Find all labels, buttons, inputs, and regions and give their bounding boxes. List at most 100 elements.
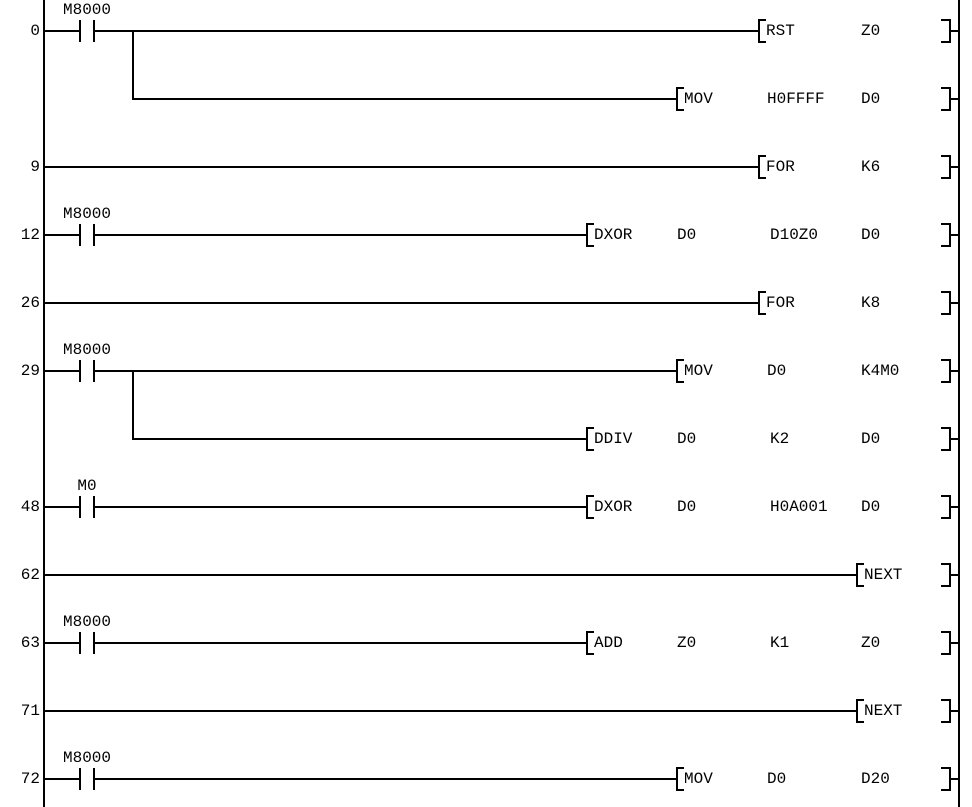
rung-number: 12 xyxy=(20,226,40,244)
instruction-operand[interactable]: H0FFFF xyxy=(767,90,825,108)
contact-group[interactable] xyxy=(79,224,81,246)
instruction-operand[interactable]: D0 xyxy=(677,498,697,516)
instruction-close-bracket xyxy=(949,291,951,315)
instruction-close-bracket xyxy=(949,699,951,723)
right-power-rail xyxy=(958,0,960,807)
instruction-operand[interactable]: Z0 xyxy=(677,634,697,652)
rung-number: 63 xyxy=(20,634,40,652)
instruction-operand[interactable]: K1 xyxy=(770,634,790,652)
instruction-rail-connector xyxy=(951,370,958,372)
instruction-name[interactable]: FOR xyxy=(766,158,795,176)
instruction-close-bracket-bottom-tip xyxy=(941,245,949,247)
instruction-open-bracket-top-tip xyxy=(586,427,594,429)
instruction-name[interactable]: DDIV xyxy=(594,430,633,448)
instruction-open-bracket-top-tip xyxy=(676,767,684,769)
instruction-close-bracket xyxy=(949,223,951,247)
contact-group[interactable] xyxy=(93,360,95,382)
instruction-name[interactable]: RST xyxy=(766,22,795,40)
rung-wire xyxy=(95,234,586,236)
instruction-operand[interactable]: Z0 xyxy=(861,22,881,40)
instruction-operand[interactable]: D0 xyxy=(861,90,881,108)
rung-wire xyxy=(45,710,856,712)
instruction-close-bracket-bottom-tip xyxy=(941,653,949,655)
contact-device-label: M0 xyxy=(77,477,97,495)
contact-group[interactable] xyxy=(93,768,95,790)
instruction-open-bracket-bottom-tip xyxy=(676,381,684,383)
instruction-open-bracket-bottom-tip xyxy=(586,245,594,247)
instruction-name[interactable]: ADD xyxy=(594,634,623,652)
instruction-open-bracket-top-tip xyxy=(586,495,594,497)
instruction-close-bracket xyxy=(949,767,951,791)
contact-device-label: M8000 xyxy=(62,205,111,223)
instruction-operand[interactable]: K4M0 xyxy=(861,362,900,380)
rung-wire xyxy=(45,574,856,576)
instruction-close-bracket-top-tip xyxy=(941,767,949,769)
contact-group[interactable] xyxy=(79,632,81,654)
instruction-rail-connector xyxy=(951,710,958,712)
instruction-rail-connector xyxy=(951,234,958,236)
instruction-close-bracket-top-tip xyxy=(941,19,949,21)
left-power-rail xyxy=(43,0,45,807)
instruction-close-bracket-bottom-tip xyxy=(941,517,949,519)
instruction-close-bracket-top-tip xyxy=(941,427,949,429)
instruction-open-bracket xyxy=(586,427,588,451)
instruction-operand[interactable]: K2 xyxy=(770,430,790,448)
instruction-operand[interactable]: H0A001 xyxy=(770,498,828,516)
instruction-name[interactable]: MOV xyxy=(684,90,713,108)
contact-group[interactable] xyxy=(79,496,81,518)
instruction-rail-connector xyxy=(951,30,958,32)
instruction-close-bracket-top-tip xyxy=(941,563,949,565)
instruction-open-bracket xyxy=(676,87,678,111)
instruction-name[interactable]: DXOR xyxy=(594,498,633,516)
instruction-open-bracket xyxy=(586,495,588,519)
contact-device-label: M8000 xyxy=(62,1,111,19)
instruction-name[interactable]: NEXT xyxy=(864,702,903,720)
contact-group[interactable] xyxy=(93,20,95,42)
instruction-operand[interactable]: D20 xyxy=(861,770,890,788)
instruction-open-bracket-top-tip xyxy=(856,563,864,565)
instruction-operand[interactable]: D0 xyxy=(677,430,697,448)
contact-group[interactable] xyxy=(93,496,95,518)
instruction-operand[interactable]: D10Z0 xyxy=(770,226,819,244)
instruction-close-bracket-bottom-tip xyxy=(941,313,949,315)
instruction-open-bracket-top-tip xyxy=(758,155,766,157)
contact-group[interactable] xyxy=(93,632,95,654)
instruction-operand[interactable]: D0 xyxy=(861,226,881,244)
contact-group[interactable] xyxy=(93,224,95,246)
instruction-close-bracket-bottom-tip xyxy=(941,41,949,43)
rung-number: 0 xyxy=(30,22,40,40)
instruction-open-bracket-bottom-tip xyxy=(758,177,766,179)
contact-group[interactable] xyxy=(79,360,81,382)
instruction-name[interactable]: FOR xyxy=(766,294,795,312)
instruction-close-bracket-top-tip xyxy=(941,223,949,225)
rung-number: 26 xyxy=(20,294,40,312)
instruction-close-bracket-top-tip xyxy=(941,699,949,701)
instruction-name[interactable]: NEXT xyxy=(864,566,903,584)
rung-wire xyxy=(45,642,79,644)
instruction-name[interactable]: DXOR xyxy=(594,226,633,244)
instruction-operand[interactable]: D0 xyxy=(861,430,881,448)
instruction-operand[interactable]: D0 xyxy=(861,498,881,516)
instruction-close-bracket xyxy=(949,155,951,179)
instruction-operand[interactable]: K8 xyxy=(861,294,881,312)
rung-number: 62 xyxy=(20,566,40,584)
instruction-operand[interactable]: D0 xyxy=(767,770,787,788)
instruction-rail-connector xyxy=(951,506,958,508)
instruction-close-bracket xyxy=(949,563,951,587)
instruction-operand[interactable]: D0 xyxy=(677,226,697,244)
contact-group[interactable] xyxy=(79,768,81,790)
rung-wire xyxy=(45,166,758,168)
instruction-open-bracket-bottom-tip xyxy=(758,41,766,43)
instruction-open-bracket xyxy=(586,223,588,247)
instruction-close-bracket xyxy=(949,631,951,655)
instruction-operand[interactable]: K6 xyxy=(861,158,881,176)
rung-wire xyxy=(45,370,79,372)
instruction-close-bracket-bottom-tip xyxy=(941,177,949,179)
instruction-operand[interactable]: D0 xyxy=(767,362,787,380)
instruction-operand[interactable]: Z0 xyxy=(861,634,881,652)
instruction-name[interactable]: MOV xyxy=(684,362,713,380)
rung-wire xyxy=(95,778,676,780)
contact-group[interactable] xyxy=(79,20,81,42)
instruction-name[interactable]: MOV xyxy=(684,770,713,788)
